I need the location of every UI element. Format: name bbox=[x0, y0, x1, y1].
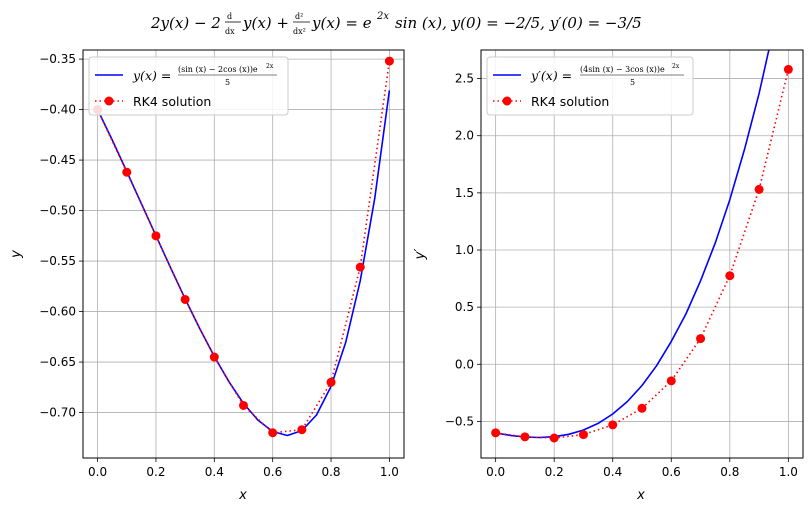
left-xtick-label: 0.0 bbox=[88, 465, 107, 479]
svg-text:5: 5 bbox=[630, 78, 635, 87]
left-ticks: 0.0 0.2 0.4 0.6 0.8 1.0 −0.70 −0.65 −0.60 −0.55 −0… bbox=[39, 52, 399, 479]
right-axes-frame bbox=[480, 49, 804, 459]
right-xtick-label: 1.0 bbox=[779, 465, 798, 479]
left-ylabel: y bbox=[9, 250, 24, 259]
left-ytick-label: −0.55 bbox=[39, 254, 76, 268]
left-xtick-label: 0.2 bbox=[146, 465, 165, 479]
svg-text:y(x) =: y(x) = bbox=[132, 68, 171, 83]
right-legend: y′(x) = (4sin (x) − 3cos (x))e 2x 5 RK4 … bbox=[486, 56, 694, 116]
left-rk4-point bbox=[239, 400, 248, 410]
svg-text:2x: 2x bbox=[376, 11, 389, 22]
left-rk4-point bbox=[326, 377, 336, 387]
svg-text:y(x) = e: y(x) = e bbox=[311, 14, 372, 32]
svg-text:sin (x), y(0) = −2/5, y′(0) =: sin (x), y(0) = −2/5, y′(0) = −3/5 bbox=[395, 14, 642, 32]
right-ytick-label: 1.0 bbox=[455, 243, 474, 257]
left-ytick-label: −0.60 bbox=[39, 305, 76, 319]
right-ytick-label: 1.5 bbox=[455, 186, 474, 200]
right-ticks: 0.0 0.2 0.4 0.6 0.8 1.0 −0.5 0.0 0.5 1.0 1.5 2.0 2.5 bbox=[445, 72, 798, 479]
left-ytick-label: −0.65 bbox=[39, 355, 76, 369]
right-grid bbox=[481, 50, 803, 458]
right-series-layer bbox=[491, 50, 793, 443]
svg-text:(sin (x) − 2cos (x))e: (sin (x) − 2cos (x))e bbox=[178, 65, 258, 74]
right-ytick-label: 0.0 bbox=[455, 357, 474, 371]
left-legend-rk4-marker bbox=[104, 96, 114, 106]
left-grid bbox=[83, 50, 404, 458]
left-rk4-point bbox=[297, 425, 307, 435]
left-xtick-label: 0.4 bbox=[205, 465, 224, 479]
right-rk4-line bbox=[495, 69, 790, 439]
left-rk4-point bbox=[384, 56, 394, 66]
svg-text:d: d bbox=[227, 12, 232, 21]
right-legend-rk4-marker bbox=[502, 96, 512, 106]
left-rk4-point bbox=[268, 428, 278, 438]
right-legend-box bbox=[486, 56, 694, 116]
left-xtick-label: 0.8 bbox=[321, 465, 340, 479]
svg-text:(4sin (x) − 3cos (x))e: (4sin (x) − 3cos (x))e bbox=[580, 65, 665, 74]
left-exact-line bbox=[96, 90, 391, 437]
left-ytick-label: −0.35 bbox=[39, 52, 76, 66]
svg-text:2y(x) − 2: 2y(x) − 2 bbox=[150, 14, 221, 32]
right-xtick-label: 0.2 bbox=[545, 465, 564, 479]
right-xlabel: x bbox=[636, 488, 645, 503]
right-rk4-point bbox=[549, 433, 559, 443]
left-legend-rk4-label: RK4 solution bbox=[133, 94, 211, 109]
right-rk4-point bbox=[696, 334, 706, 344]
right-rk4-point bbox=[783, 64, 793, 74]
figure-title: 2y(x) − 2 d dx y(x) + d² dx² y(x) = e 2x… bbox=[150, 11, 642, 36]
left-axes-frame bbox=[82, 49, 405, 459]
right-xtick-label: 0.6 bbox=[662, 465, 681, 479]
right-xtick-label: 0.8 bbox=[720, 465, 739, 479]
left-rk4-line bbox=[96, 60, 391, 434]
left-legend-box bbox=[88, 56, 289, 116]
right-ylabel: y′ bbox=[413, 249, 428, 261]
right-rk4-point bbox=[578, 430, 588, 440]
svg-text:dx²: dx² bbox=[293, 27, 306, 36]
right-ytick-label: 2.5 bbox=[455, 72, 474, 86]
left-legend: y(x) = (sin (x) − 2cos (x))e 2x 5 RK4 so… bbox=[88, 56, 289, 116]
right-subplot: 0.0 0.2 0.4 0.6 0.8 1.0 −0.5 0.0 0.5 1.0 1.5 2.0 2.5… bbox=[413, 49, 804, 503]
right-rk4-point bbox=[637, 403, 647, 413]
right-legend-rk4-label: RK4 solution bbox=[531, 94, 609, 109]
right-xtick-label: 0.0 bbox=[486, 465, 505, 479]
right-ytick-label: −0.5 bbox=[445, 414, 474, 428]
right-ytick-label: 2.0 bbox=[455, 129, 474, 143]
right-rk4-point bbox=[491, 428, 501, 438]
left-legend-exact-label: y(x) = (sin (x) − 2cos (x))e 2x 5 bbox=[132, 63, 277, 87]
svg-text:d²: d² bbox=[295, 12, 303, 21]
right-exact-line bbox=[495, 50, 770, 439]
left-xlabel: x bbox=[238, 488, 247, 503]
left-ytick-label: −0.45 bbox=[39, 153, 76, 167]
right-rk4-point bbox=[608, 420, 618, 430]
left-subplot: 0.0 0.2 0.4 0.6 0.8 1.0 −0.70 −0.65 −0.60 −0.55 −0… bbox=[9, 49, 405, 503]
left-rk4-point bbox=[355, 262, 365, 272]
left-xtick-label: 0.6 bbox=[263, 465, 282, 479]
right-rk4-point bbox=[666, 376, 676, 386]
left-xtick-label: 1.0 bbox=[380, 465, 399, 479]
right-rk4-point bbox=[754, 184, 764, 194]
right-ytick-label: 0.5 bbox=[455, 300, 474, 314]
left-ytick-label: −0.50 bbox=[39, 204, 76, 218]
right-rk4-point bbox=[725, 271, 735, 281]
right-xtick-label: 0.4 bbox=[603, 465, 622, 479]
svg-text:y(x) +: y(x) + bbox=[242, 14, 289, 32]
right-legend-exact-label: y′(x) = (4sin (x) − 3cos (x))e 2x 5 bbox=[530, 63, 684, 87]
right-rk4-point bbox=[520, 432, 530, 442]
svg-text:5: 5 bbox=[225, 78, 230, 87]
left-rk4-point bbox=[122, 167, 132, 177]
svg-text:dx: dx bbox=[225, 27, 235, 36]
left-ytick-label: −0.40 bbox=[39, 103, 76, 117]
svg-text:2x: 2x bbox=[266, 63, 274, 70]
svg-text:y′(x) =: y′(x) = bbox=[530, 68, 572, 83]
svg-text:2x: 2x bbox=[672, 63, 680, 70]
left-ytick-label: −0.70 bbox=[39, 406, 76, 420]
left-rk4-point bbox=[151, 231, 161, 241]
left-rk4-point bbox=[209, 352, 219, 362]
left-rk4-point bbox=[180, 294, 190, 304]
